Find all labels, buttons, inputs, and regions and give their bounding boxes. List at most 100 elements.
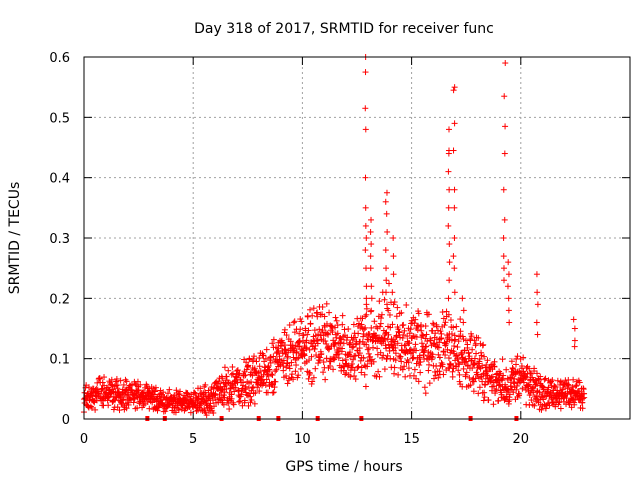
data-point	[256, 354, 263, 361]
data-point	[378, 311, 385, 318]
data-point	[457, 316, 464, 323]
data-point	[356, 345, 363, 352]
data-point	[459, 333, 466, 340]
data-points	[80, 54, 588, 419]
data-point	[513, 386, 520, 393]
data-point	[406, 340, 413, 347]
data-point	[322, 376, 329, 383]
data-point	[334, 330, 341, 337]
data-point	[384, 228, 391, 235]
data-point	[459, 295, 466, 302]
data-point	[256, 363, 263, 370]
data-point	[421, 384, 428, 391]
data-point	[339, 345, 346, 352]
data-point	[362, 126, 369, 133]
data-point	[470, 388, 477, 395]
data-point	[372, 332, 379, 339]
data-point	[571, 399, 578, 406]
data-point	[247, 393, 254, 400]
data-point	[342, 356, 349, 363]
data-point	[495, 397, 502, 404]
data-point	[407, 326, 414, 333]
data-point	[505, 295, 512, 302]
data-point	[366, 331, 373, 338]
y-tick-label: 0.2	[49, 292, 70, 307]
data-point	[382, 247, 389, 254]
data-point	[557, 405, 564, 412]
data-point	[384, 301, 391, 308]
data-point	[332, 324, 339, 331]
x-tick-label: 0	[80, 432, 88, 447]
data-point	[462, 359, 469, 366]
data-point	[410, 354, 417, 361]
data-point	[357, 357, 364, 364]
data-point	[437, 328, 444, 335]
data-point	[385, 331, 392, 338]
data-point	[266, 366, 273, 373]
data-point	[301, 352, 308, 359]
data-point	[212, 379, 219, 386]
data-point	[256, 388, 263, 395]
data-point	[362, 222, 369, 229]
data-point	[445, 295, 452, 302]
data-point	[302, 344, 309, 351]
data-point	[368, 307, 375, 314]
data-point	[362, 324, 369, 331]
data-point	[387, 355, 394, 362]
data-point	[281, 342, 288, 349]
data-point	[296, 330, 303, 337]
data-point	[368, 283, 375, 290]
data-point	[389, 321, 396, 328]
data-point	[383, 210, 390, 217]
data-point	[113, 375, 120, 382]
data-point	[569, 384, 576, 391]
data-point	[241, 397, 248, 404]
data-point	[513, 382, 520, 389]
data-point	[520, 354, 527, 361]
data-point	[479, 378, 486, 385]
data-point	[451, 204, 458, 211]
data-point	[416, 354, 423, 361]
data-point	[390, 341, 397, 348]
data-point	[269, 389, 276, 396]
data-point	[384, 352, 391, 359]
data-point	[413, 347, 420, 354]
data-point	[375, 368, 382, 375]
data-point	[540, 396, 547, 403]
data-point	[490, 383, 497, 390]
data-point	[549, 377, 556, 384]
data-point	[368, 324, 375, 331]
data-point	[539, 383, 546, 390]
data-point	[413, 375, 420, 382]
data-point	[433, 323, 440, 330]
data-point	[252, 368, 259, 375]
data-point	[284, 380, 291, 387]
data-point	[221, 364, 228, 371]
data-point	[417, 358, 424, 365]
data-point	[316, 326, 323, 333]
data-point	[393, 333, 400, 340]
data-point	[85, 384, 92, 391]
data-point	[212, 390, 219, 397]
data-point	[230, 401, 237, 408]
data-point	[473, 350, 480, 357]
data-point	[267, 359, 274, 366]
data-point	[114, 404, 121, 411]
data-point	[146, 405, 153, 412]
data-point	[542, 405, 549, 412]
data-point	[393, 313, 400, 320]
data-point	[362, 69, 369, 76]
data-point	[99, 379, 106, 386]
data-point	[337, 339, 344, 346]
data-point	[371, 318, 378, 325]
data-point	[530, 389, 537, 396]
data-point	[350, 356, 357, 363]
data-point	[504, 283, 511, 290]
x-tick-label: 20	[513, 432, 530, 447]
y-axis-label: SRMTID / TECUs	[7, 182, 23, 295]
data-point	[415, 378, 422, 385]
data-point	[406, 347, 413, 354]
data-point	[203, 397, 210, 404]
data-point	[383, 277, 390, 284]
data-point	[469, 365, 476, 372]
